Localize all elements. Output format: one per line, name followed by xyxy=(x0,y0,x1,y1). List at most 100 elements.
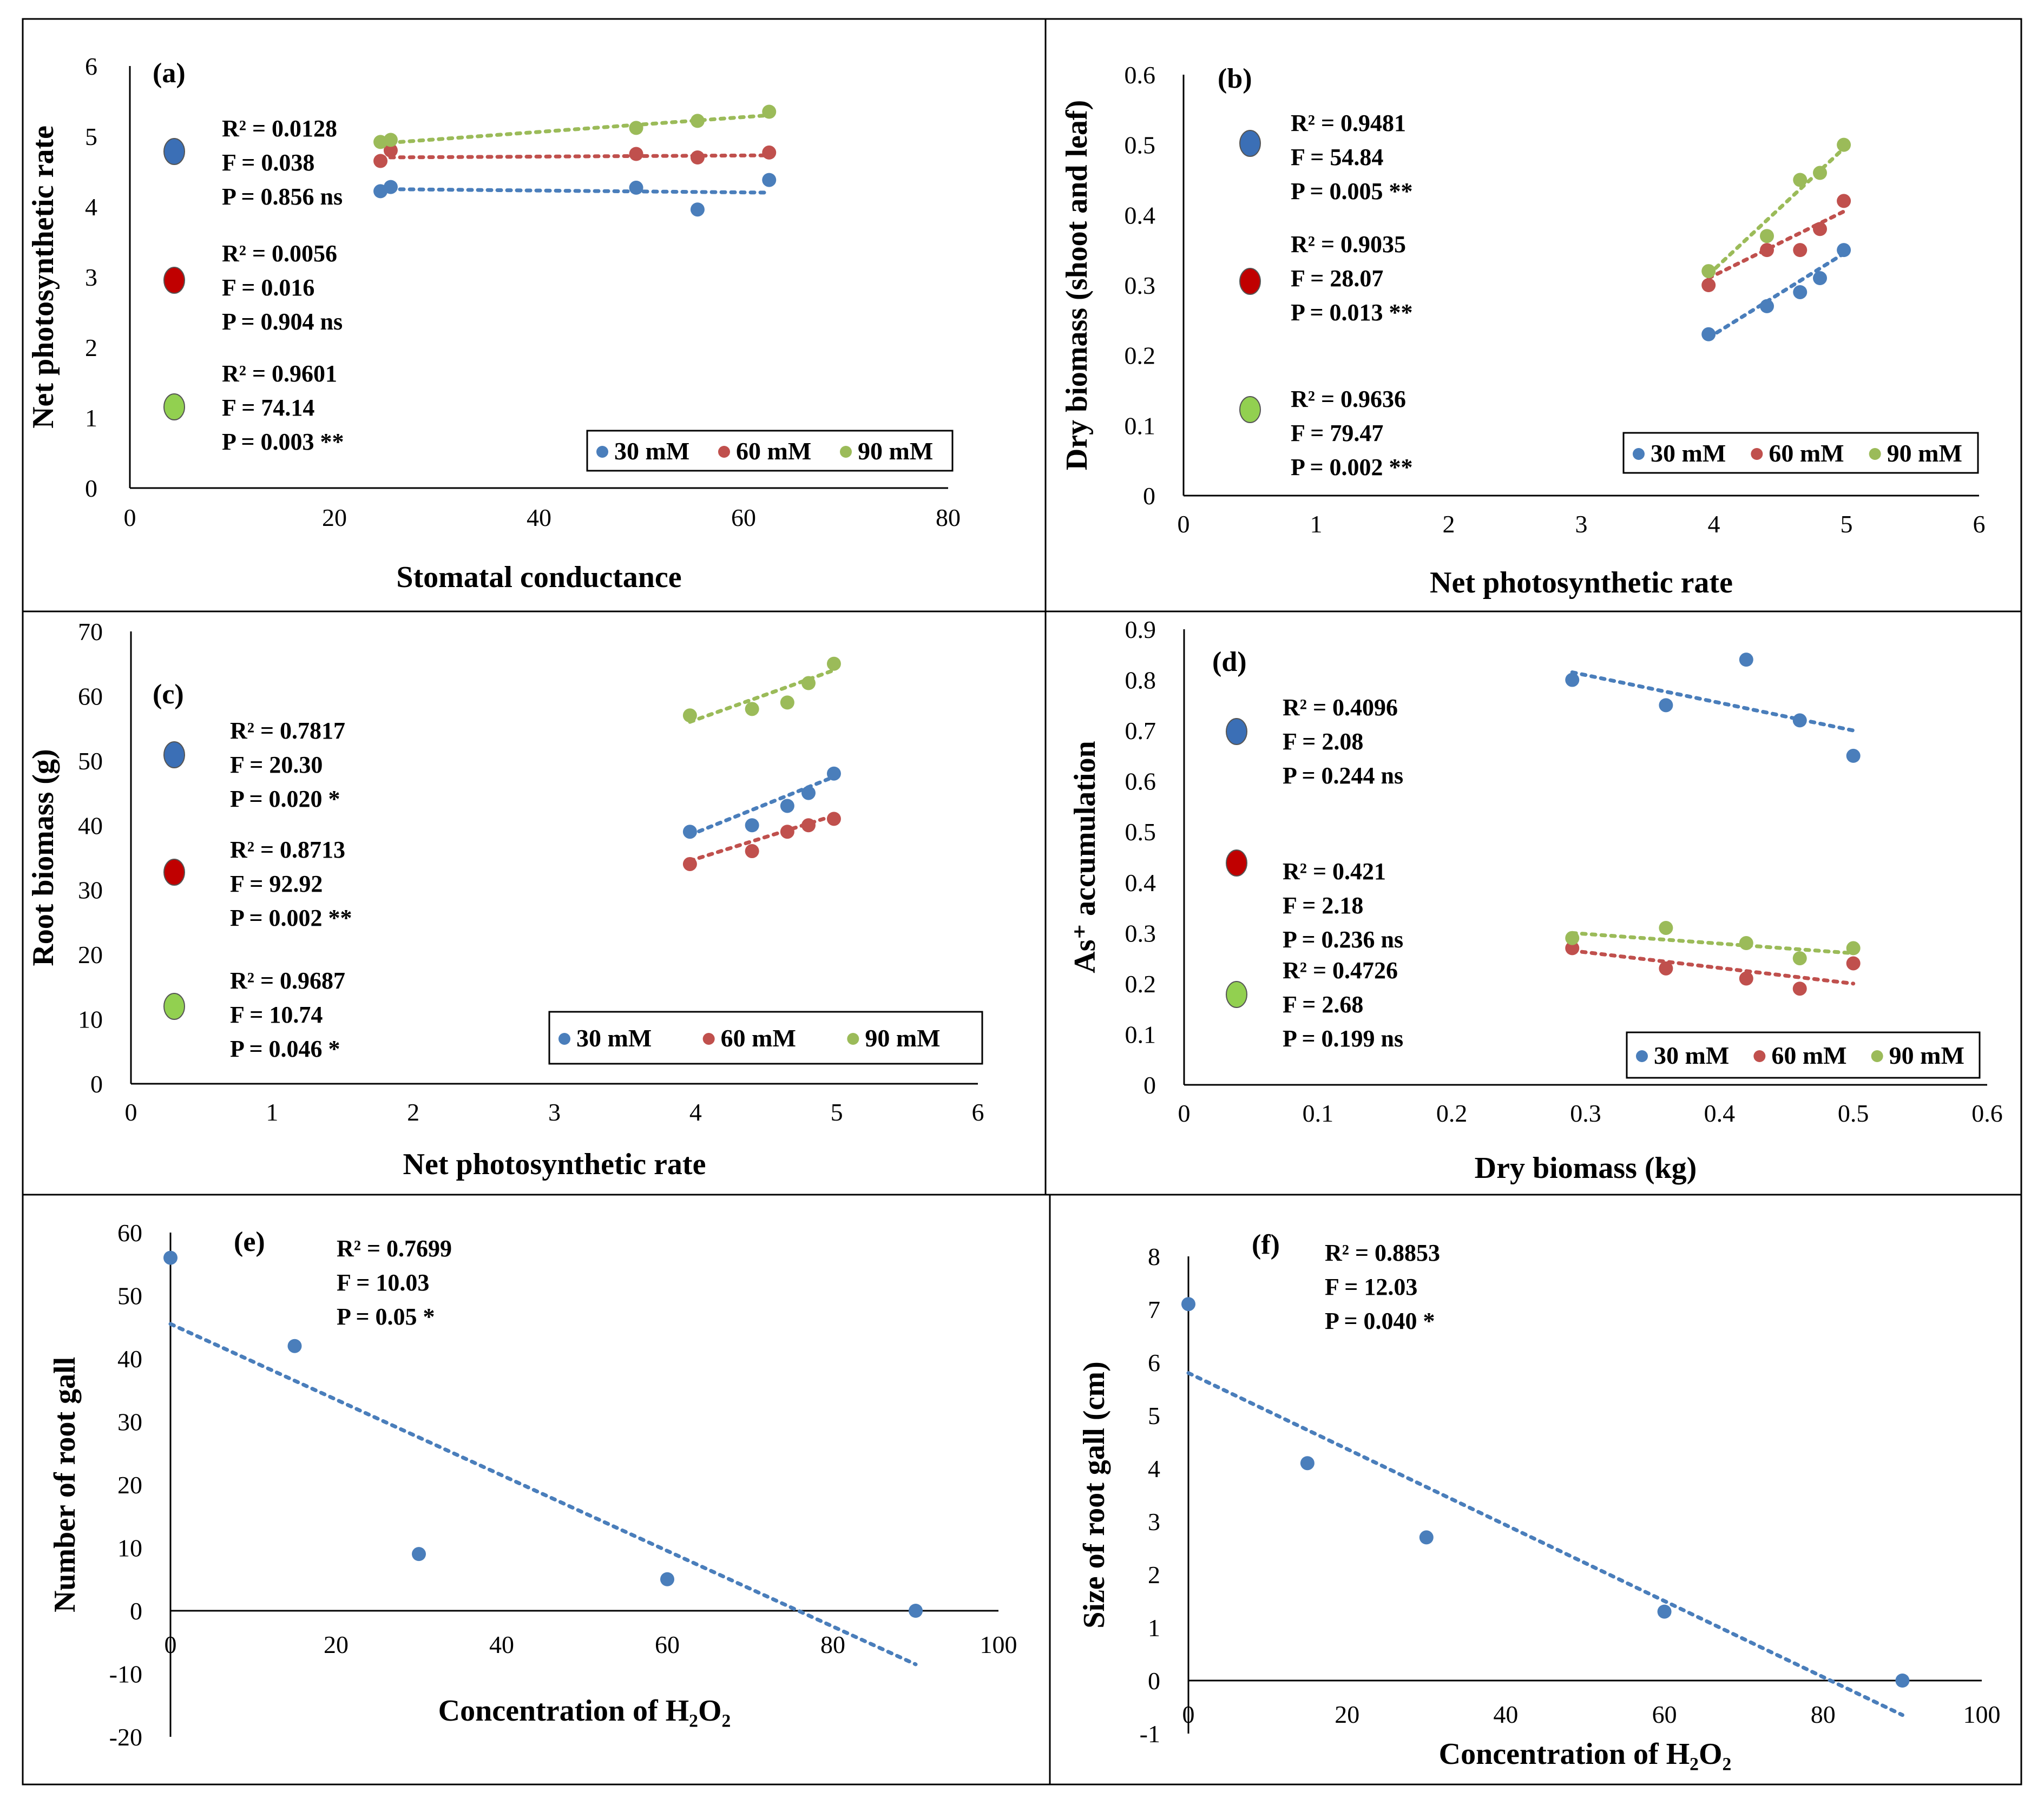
data-point xyxy=(826,812,841,826)
y-tick-label-c: 50 xyxy=(78,747,103,775)
x-tick-label-e: 60 xyxy=(655,1631,680,1658)
y-tick-label-d: 0.4 xyxy=(1125,869,1156,897)
y-tick-label-c: 0 xyxy=(90,1070,103,1098)
stat-p: P = 0.002 ** xyxy=(1291,454,1413,480)
data-point xyxy=(682,708,697,723)
data-point xyxy=(1837,194,1851,208)
x-tick-label-d: 0.5 xyxy=(1838,1099,1869,1127)
stat-r2: R² = 0.9636 xyxy=(1291,386,1406,412)
stat-f: F = 20.30 xyxy=(230,752,323,778)
x-tick-label-b: 3 xyxy=(1575,510,1588,538)
data-point xyxy=(1739,936,1753,951)
y-tick-label-f: 0 xyxy=(1148,1667,1160,1695)
data-point xyxy=(1760,229,1774,243)
panel-label-c: (c) xyxy=(153,679,184,710)
stat-r2: R² = 0.9687 xyxy=(230,967,345,994)
data-point xyxy=(1739,653,1753,667)
y-tick-label-d: 0.2 xyxy=(1125,970,1156,998)
data-point xyxy=(1701,278,1716,292)
data-point xyxy=(660,1572,674,1586)
x-tick-label-f: 100 xyxy=(1963,1701,2001,1728)
data-point xyxy=(412,1547,426,1562)
stat-p: P = 0.040 * xyxy=(1325,1308,1435,1334)
stat-r2: R² = 0.9035 xyxy=(1291,231,1406,258)
legend-label: 60 mM xyxy=(721,1024,796,1052)
data-point xyxy=(1792,951,1807,966)
chart-d: 0 0.1 0.2 0.3 0.4 0.5 0.6 0.7 0.8 0.9 0 0.1 0.2 0.3 0.… xyxy=(1068,616,2003,1185)
stat-f: F = 10.03 xyxy=(337,1269,429,1296)
data-point xyxy=(801,786,816,800)
x-tick-label-c: 1 xyxy=(266,1098,278,1126)
data-point xyxy=(1760,243,1774,258)
stat-f: F = 2.18 xyxy=(1283,892,1363,919)
series-c-1 xyxy=(682,812,841,871)
x-axis-title-a: Stomatal conductance xyxy=(396,561,681,594)
y-tick-label-f: 4 xyxy=(1148,1455,1160,1483)
trendline xyxy=(378,187,771,195)
series-f-0 xyxy=(1181,1297,1910,1717)
stat-f: F = 79.47 xyxy=(1291,420,1383,446)
trendline xyxy=(1706,252,1846,340)
legend-marker xyxy=(847,1033,859,1045)
panel-label-b: (b) xyxy=(1218,63,1252,94)
series-b-2 xyxy=(1701,137,1851,279)
data-point xyxy=(383,180,398,194)
y-tick-label-b: 0 xyxy=(1143,482,1155,510)
legend-marker xyxy=(718,446,730,458)
y-tick-label-d: 0.1 xyxy=(1125,1020,1156,1048)
stat-f: F = 12.03 xyxy=(1325,1274,1417,1300)
x-tick-label-b: 2 xyxy=(1443,510,1455,538)
series-a-1 xyxy=(373,143,777,168)
series-b-0 xyxy=(1701,243,1851,341)
y-tick-label-b: 0.1 xyxy=(1125,412,1156,439)
data-point xyxy=(1701,264,1716,279)
legend-marker xyxy=(1751,448,1763,460)
x-tick-label-c: 0 xyxy=(125,1098,137,1126)
legend-marker xyxy=(840,446,852,458)
x-tick-label-f: 60 xyxy=(1652,1701,1677,1728)
chart-b: 0 0.1 0.2 0.3 0.4 0.5 0.6 0 1 2 3 4 5 6 Net photosynth… xyxy=(1060,61,1986,600)
x-tick-label-f: 20 xyxy=(1335,1701,1359,1728)
y-tick-label-a: 1 xyxy=(85,404,97,432)
data-point xyxy=(163,1250,178,1265)
y-tick-label-f: -1 xyxy=(1140,1720,1160,1748)
y-axis-title-c: Root biomass (g) xyxy=(27,749,60,966)
data-point xyxy=(745,702,759,716)
stat-f: F = 2.68 xyxy=(1283,991,1363,1018)
y-tick-label-f: 5 xyxy=(1148,1402,1160,1429)
series-color-key xyxy=(1226,718,1247,745)
stat-p: P = 0.199 ns xyxy=(1283,1025,1403,1052)
data-point xyxy=(801,818,816,833)
y-tick-label-b: 0.3 xyxy=(1125,272,1156,299)
stat-r2: R² = 0.8713 xyxy=(230,836,345,863)
stat-p: P = 0.856 ns xyxy=(222,183,343,210)
legend-marker xyxy=(1871,1050,1883,1062)
panel-border-f xyxy=(1049,1194,2022,1786)
x-axis-title-b: Net photosynthetic rate xyxy=(1430,566,1733,600)
data-point xyxy=(1565,941,1580,956)
x-tick-label-a: 0 xyxy=(124,504,136,531)
series-color-key xyxy=(163,138,185,165)
stat-r2: R² = 0.0056 xyxy=(222,240,337,267)
y-axis-title-a: Net photosynthetic rate xyxy=(27,126,60,429)
trendline xyxy=(1570,670,1856,733)
panel-label-d: (d) xyxy=(1212,647,1247,677)
x-tick-label-c: 5 xyxy=(831,1098,843,1126)
panel-label-a: (a) xyxy=(153,58,186,89)
data-point xyxy=(745,818,759,833)
data-point xyxy=(780,825,794,839)
y-tick-label-d: 0.3 xyxy=(1125,919,1156,947)
y-tick-label-f: 8 xyxy=(1148,1243,1160,1270)
series-color-key xyxy=(163,267,185,294)
y-tick-label-e: 20 xyxy=(117,1471,142,1499)
data-point xyxy=(1793,243,1808,258)
legend-b: 30 mM 60 mM 90 mM xyxy=(1622,432,1979,474)
data-point xyxy=(1792,713,1807,728)
legend-label: 30 mM xyxy=(576,1024,652,1052)
legend-c: 30 mM 60 mM 90 mM xyxy=(548,1011,983,1065)
y-tick-label-e: 10 xyxy=(117,1534,142,1562)
y-tick-label-e: 0 xyxy=(130,1597,142,1625)
y-tick-label-e: -10 xyxy=(109,1661,142,1688)
trendline xyxy=(168,1322,918,1666)
